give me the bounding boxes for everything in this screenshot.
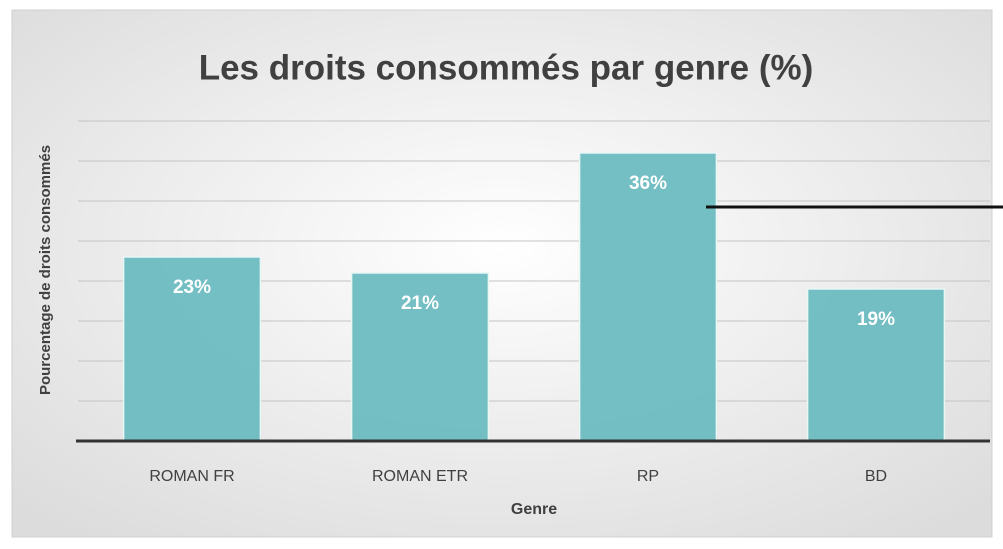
data-label: 23% (173, 277, 211, 298)
x-tick-label: ROMAN ETR (372, 468, 468, 485)
x-axis-label: Genre (511, 501, 557, 518)
x-tick-label: RP (637, 468, 659, 485)
bar (578, 152, 718, 442)
x-tick-label: ROMAN FR (149, 468, 234, 485)
data-label: 36% (629, 173, 667, 194)
chart-title: Les droits consommés par genre (%) (199, 48, 814, 87)
data-label: 21% (401, 293, 439, 314)
x-tick-label: BD (865, 468, 887, 485)
y-axis-label: Pourcentage de droits consommés (37, 145, 54, 395)
data-label: 19% (857, 309, 895, 330)
